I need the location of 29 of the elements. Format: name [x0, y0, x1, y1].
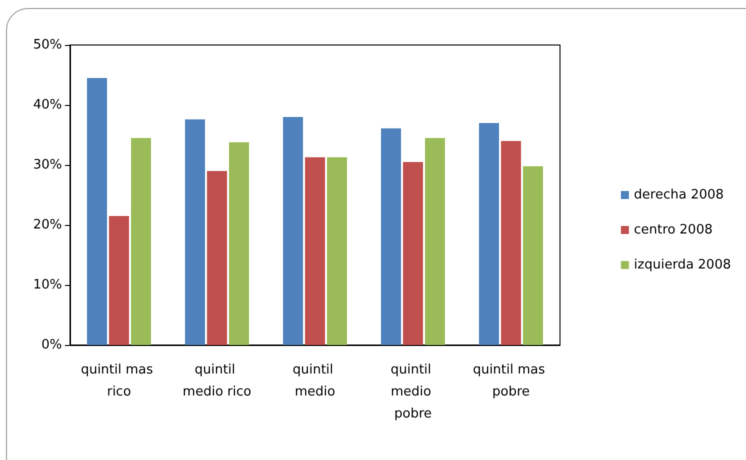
x-tick-label: quintil mas pobre — [472, 362, 550, 400]
y-tick-label: 50% — [33, 38, 62, 52]
bar — [109, 216, 129, 345]
bar — [403, 162, 423, 345]
bar — [523, 166, 543, 345]
bar — [381, 128, 401, 345]
bar — [207, 171, 227, 345]
x-tick-label: quintil mas rico — [80, 362, 158, 400]
bar — [479, 123, 499, 345]
legend-label: centro 2008 — [634, 222, 713, 238]
bar — [131, 138, 151, 345]
bar — [283, 117, 303, 345]
legend-label: derecha 2008 — [634, 188, 724, 202]
bar — [425, 138, 445, 345]
y-tick-label: 30% — [33, 158, 62, 172]
bar — [229, 142, 249, 345]
bar — [185, 119, 205, 345]
bar — [501, 141, 521, 345]
x-tick-label: quintil medio pobre — [390, 362, 436, 422]
legend-label: izquierda 2008 — [634, 258, 732, 272]
y-tick-label: 40% — [33, 98, 62, 112]
x-tick-label: quintil medio — [292, 362, 338, 400]
bar — [327, 157, 347, 345]
y-tick-label: 10% — [33, 278, 62, 292]
y-tick-label: 0% — [41, 338, 62, 352]
y-tick-label: 20% — [33, 218, 62, 232]
bar — [305, 157, 325, 345]
bar — [87, 78, 107, 345]
x-tick-label: quintil medio rico — [182, 362, 252, 400]
